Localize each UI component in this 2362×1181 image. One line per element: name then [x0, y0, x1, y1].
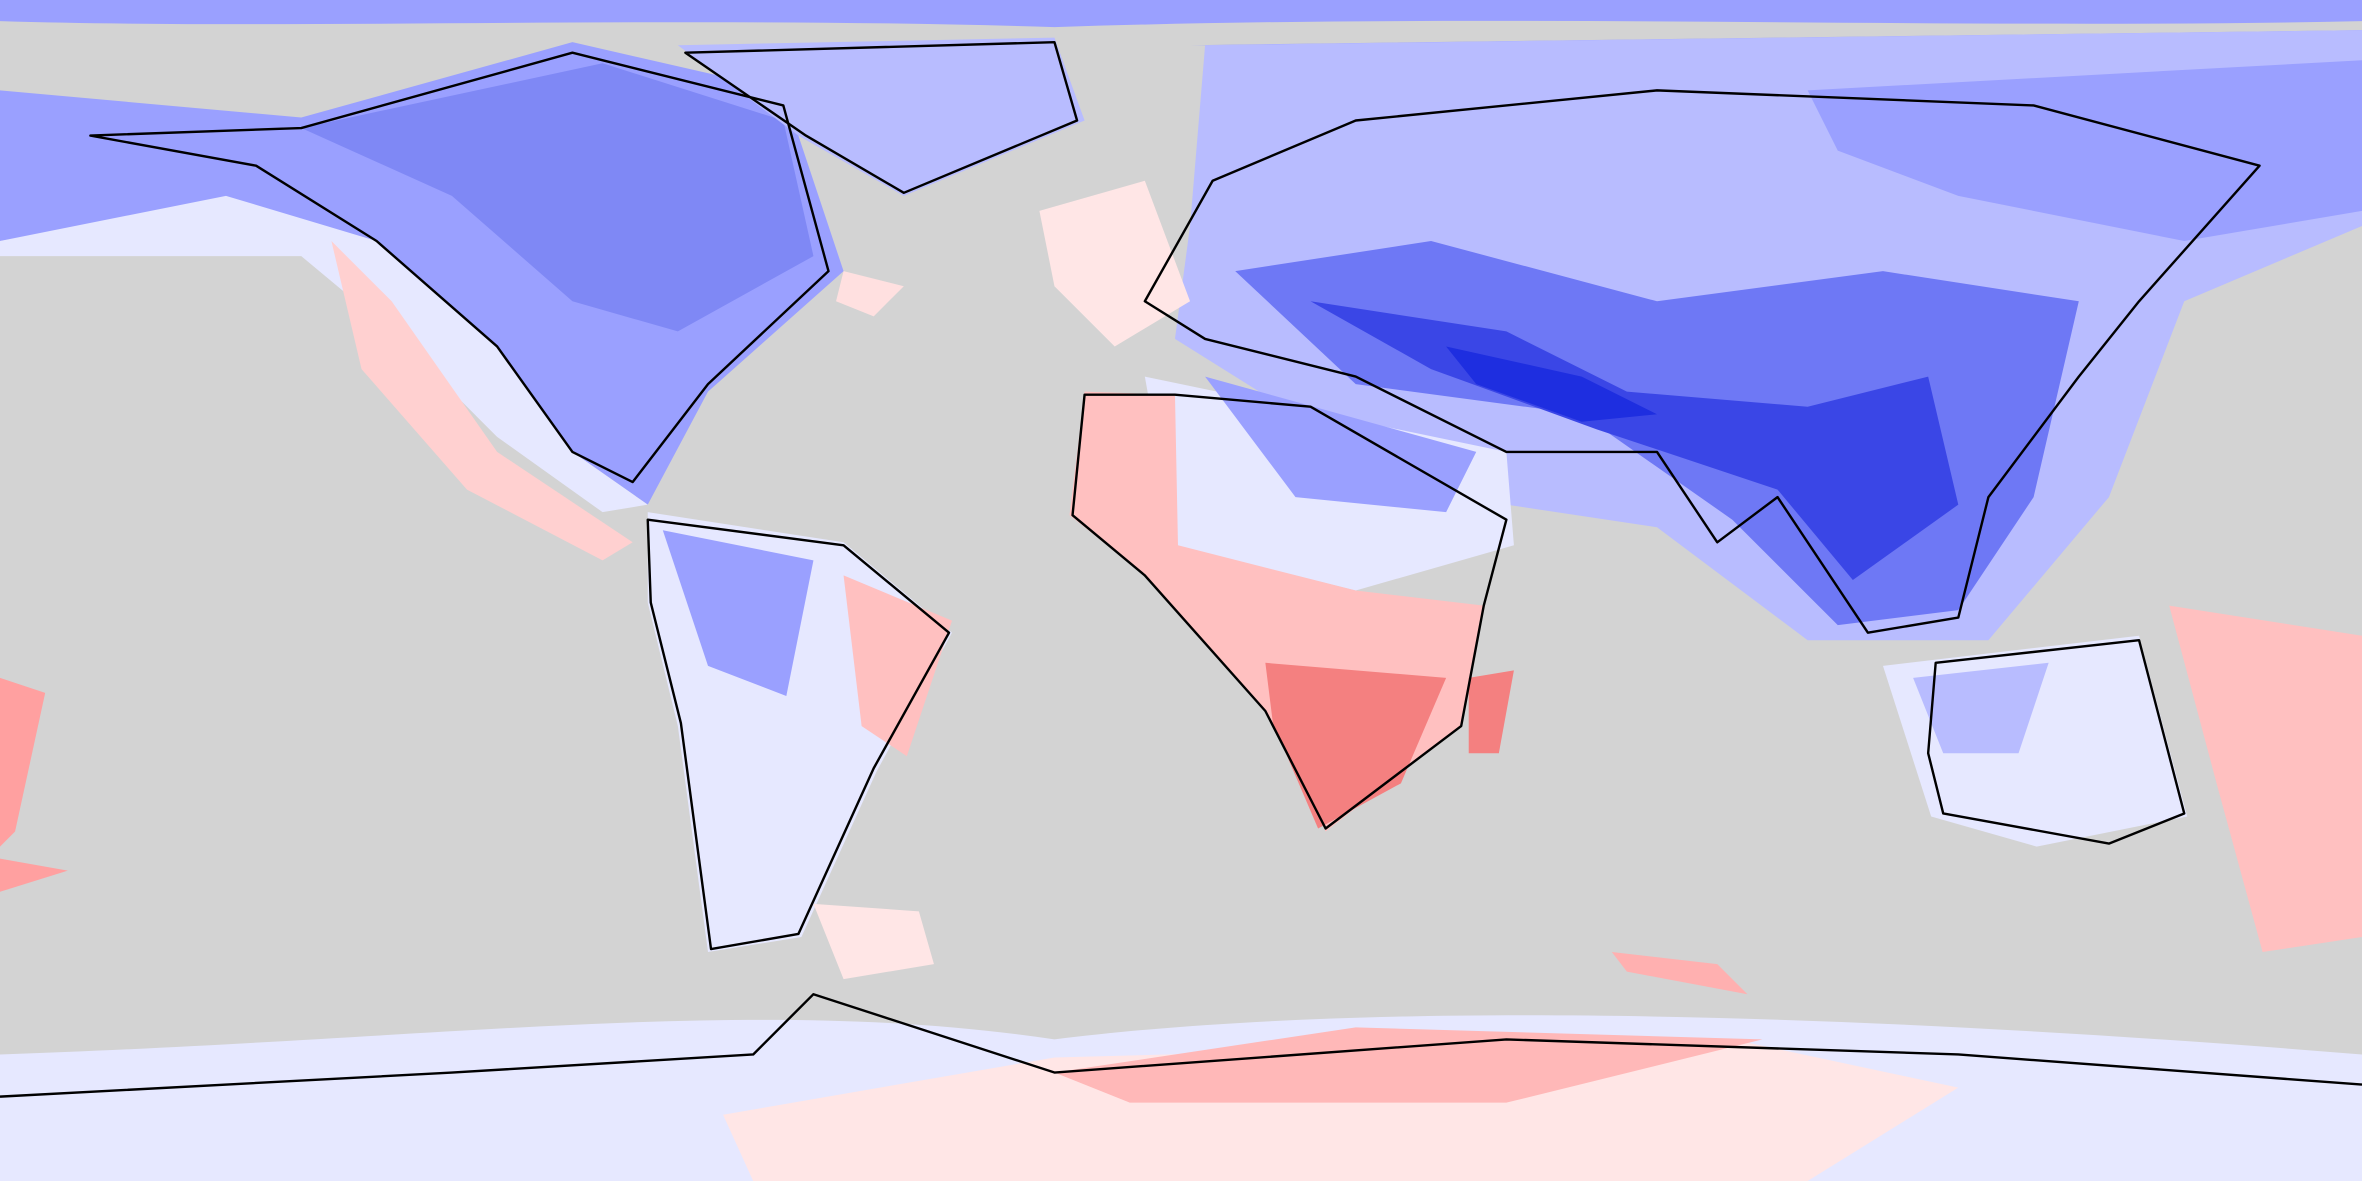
arctic-band: [0, 0, 2362, 28]
region-red: [1611, 952, 1748, 995]
coastline: [0, 993, 2362, 1098]
coastline: [1071, 393, 1508, 830]
region-blue: [662, 530, 814, 696]
region-red: [0, 677, 46, 847]
region-light-red: [723, 1039, 1959, 1181]
region-light-blue: [0, 195, 648, 513]
coastline: [1143, 89, 2261, 634]
region-red: [1265, 662, 1447, 829]
coastline: [684, 40, 1079, 195]
region-light-red: [331, 241, 633, 561]
region-red: [1468, 670, 1514, 754]
region-mid-blue: [301, 63, 814, 332]
region-light-red: [836, 271, 904, 317]
region-light-red: [813, 903, 934, 980]
region-blue: [677, 37, 1085, 196]
region-red: [2169, 605, 2362, 953]
region-red: [843, 575, 953, 757]
coastline: [646, 518, 951, 951]
region-blue: [1205, 376, 1477, 513]
coastline: [1926, 639, 2186, 845]
region-blue: [1807, 60, 2362, 242]
region-red: [0, 858, 68, 892]
region-deepest-blue: [1446, 346, 1658, 422]
region-blue: [1913, 662, 2049, 754]
coastline: [89, 51, 830, 484]
region-red: [1054, 1027, 1763, 1103]
